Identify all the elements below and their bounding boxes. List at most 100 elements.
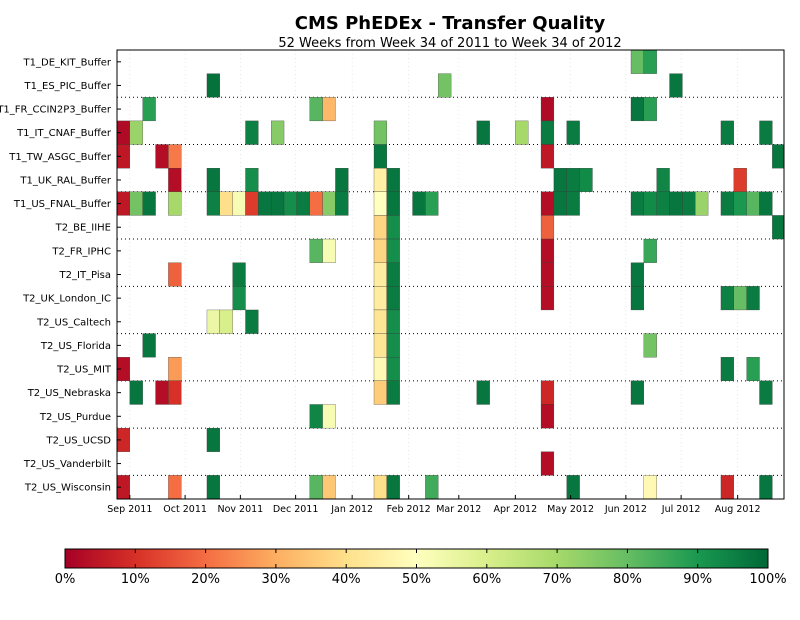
heatmap-cell (540, 238, 555, 263)
heatmap-cell (720, 120, 734, 145)
x-tick-label: Jul 2012 (661, 504, 701, 515)
row-labels: T1_DE_KIT_Buffer T1_ES_PIC_Buffer T1_FR_CC… (0, 57, 121, 494)
heatmap-cell (540, 380, 555, 405)
colorbar-tick-label: 70% (543, 572, 572, 587)
heatmap-cell (373, 357, 388, 381)
heatmap-cell (245, 120, 259, 145)
colorbar-tick-label: 90% (683, 572, 712, 587)
heatmap-cell (168, 357, 182, 381)
heatmap-cell (283, 191, 298, 216)
row-label: T2_US_Purdue (39, 412, 111, 423)
heatmap-cell (630, 191, 645, 216)
heatmap-cell (219, 191, 233, 216)
heatmap-cell (476, 120, 490, 145)
heatmap-cell (425, 191, 439, 216)
colorbar-tick-label: 50% (402, 572, 431, 587)
heatmap-cell (540, 451, 555, 476)
heatmap-cell (386, 215, 400, 240)
heatmap-cell (386, 238, 400, 263)
x-tick-label: Jun 2012 (604, 504, 647, 515)
heatmap-cell (322, 238, 336, 263)
row-label: T1_UK_RAL_Buffer (19, 175, 112, 186)
heatmap-cell (515, 120, 529, 145)
heatmap-cell (630, 49, 645, 74)
heatmap-cell (720, 191, 734, 216)
row-label: T2_US_Caltech (36, 317, 111, 328)
x-tick-label: Jan 2012 (330, 504, 373, 515)
heatmap-cell (553, 191, 567, 216)
row-label: T1_DE_KIT_Buffer (23, 57, 112, 68)
heatmap-cell (206, 191, 220, 216)
x-tick-label: Mar 2012 (436, 504, 481, 515)
heatmap-cell (373, 286, 388, 311)
row-label: T2_UK_London_IC (22, 294, 111, 305)
heatmap-cell (206, 168, 220, 192)
heatmap-cell (168, 144, 182, 169)
heatmap-cell (271, 120, 285, 145)
heatmap-cell (630, 97, 645, 122)
heatmap-cell (540, 215, 555, 240)
heatmap-cell (540, 286, 555, 311)
heatmap-cell (643, 191, 657, 216)
heatmap-cell (412, 191, 426, 216)
heatmap-cell (168, 475, 182, 500)
heatmap-cell (540, 97, 555, 122)
heatmap-cell (309, 238, 323, 263)
heatmap-cell (309, 191, 323, 216)
colorbar-tick-label: 30% (261, 572, 290, 587)
heatmap-cell (219, 309, 233, 334)
heatmap-cell (373, 168, 388, 192)
row-label: T2_US_Florida (40, 341, 111, 352)
heatmap-cell (656, 191, 670, 216)
heatmap-cell (733, 191, 747, 216)
heatmap-cell (335, 168, 349, 192)
heatmap-cell (322, 475, 336, 500)
heatmap-cells (116, 49, 785, 500)
heatmap-cell (643, 238, 657, 263)
heatmap-cell (759, 380, 773, 405)
heatmap-cell (386, 380, 400, 405)
plot-frame (116, 49, 785, 500)
heatmap-cell (155, 144, 169, 169)
heatmap-cell (322, 97, 336, 122)
x-tick-label: Nov 2011 (217, 504, 263, 515)
heatmap-cell (733, 286, 747, 311)
heatmap-cell (540, 144, 555, 169)
heatmap-cell (271, 191, 285, 216)
heatmap-cell (258, 191, 272, 216)
heatmap-cell (373, 191, 388, 216)
colorbar-tick-label: 100% (749, 572, 786, 587)
heatmap-cell (720, 475, 734, 500)
heatmap-cell (373, 309, 388, 334)
heatmap-cell (566, 475, 580, 500)
heatmap-cell (746, 357, 760, 381)
heatmap-cell (373, 475, 388, 500)
heatmap-cell (682, 191, 696, 216)
heatmap-cell (425, 475, 439, 500)
chart-subtitle: 52 Weeks from Week 34 of 2011 to Week 34… (278, 36, 621, 51)
heatmap-cell (296, 191, 310, 216)
colorbar-tick-label: 80% (613, 572, 642, 587)
heatmap-cell (540, 191, 555, 216)
heatmap-cell (155, 380, 169, 405)
chart-title: CMS PhEDEx - Transfer Quality (295, 13, 606, 34)
x-tick-label: May 2012 (547, 504, 594, 515)
heatmap-cell (386, 168, 400, 192)
heatmap-cell (386, 262, 400, 287)
heatmap-cell (630, 380, 645, 405)
heatmap-cell (245, 191, 259, 216)
heatmap-cell (772, 215, 785, 240)
heatmap-cell (643, 49, 657, 74)
heatmap-cell (168, 168, 182, 192)
heatmap-cell (733, 168, 747, 192)
heatmap-cell (373, 120, 388, 145)
heatmap-cell (720, 286, 734, 311)
heatmap-cell (566, 120, 580, 145)
heatmap-cell (206, 427, 220, 452)
heatmap-cell (322, 191, 336, 216)
heatmap-cell (309, 475, 323, 500)
heatmap-cell (129, 120, 143, 145)
heatmap-cell (386, 475, 400, 500)
heatmap-cell (373, 144, 388, 169)
